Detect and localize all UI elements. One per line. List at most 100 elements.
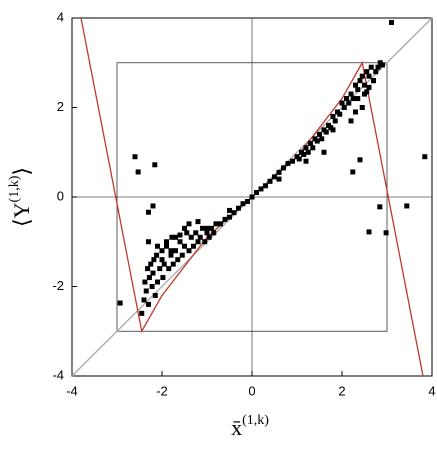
scatter-point (359, 73, 365, 79)
scatter-point (184, 230, 190, 236)
y-tick-label: 0 (57, 188, 64, 203)
scatter-point (204, 230, 210, 236)
scatter-point (337, 111, 343, 117)
x-tick-label: 2 (338, 383, 345, 398)
scatter-point (321, 149, 327, 155)
scatter-point (290, 158, 295, 164)
scatter-point (155, 279, 160, 285)
y-tick-label: 4 (57, 9, 64, 24)
scatter-point (319, 136, 325, 142)
scatter-point (254, 190, 259, 196)
scatter-point (151, 257, 157, 263)
scatter-point (348, 91, 354, 97)
scatter-point (211, 230, 217, 236)
scatter-point (206, 234, 212, 240)
scatter-point (142, 279, 148, 285)
scatter-point (310, 145, 316, 151)
scatter-point (303, 145, 309, 151)
scatter-point (364, 89, 370, 95)
scatter-point (272, 174, 277, 180)
y-label-base: ⟨Y (9, 202, 34, 227)
scatter-point (281, 165, 286, 171)
scatter-point (145, 266, 151, 272)
scatter-point (353, 82, 358, 88)
scatter-point (186, 248, 192, 254)
scatter-point (152, 292, 158, 298)
scatter-point (164, 243, 169, 249)
scatter-point (161, 261, 167, 267)
y-label-end: ⟩ (9, 167, 34, 176)
scatter-point (204, 225, 210, 231)
y-tick-label: -2 (52, 278, 64, 293)
scatter-point (159, 248, 165, 254)
scatter-point (186, 221, 192, 227)
scatter-point (193, 230, 199, 236)
scatter-point (195, 219, 201, 225)
scatter-point (366, 73, 372, 79)
scatter-point (371, 78, 376, 84)
scatter-point (164, 239, 169, 245)
scatter-point (380, 62, 385, 68)
scatter-point (355, 96, 361, 102)
scatter-point (267, 178, 273, 184)
x-tick-label: 4 (428, 383, 435, 398)
scatter-point (346, 100, 352, 106)
scatter-point (200, 225, 205, 231)
scatter-point (152, 162, 158, 168)
y-tick-label: 2 (57, 99, 64, 114)
scatter-point (173, 248, 178, 254)
scatter-point (377, 204, 383, 210)
scatter-point (348, 118, 354, 124)
scatter-point (209, 225, 214, 231)
scatter-point (357, 157, 363, 163)
scatter-point (166, 266, 172, 272)
scatter-point (177, 232, 183, 238)
x-tick-label: 0 (248, 383, 255, 398)
scatter-point (353, 109, 358, 115)
scatter-point (146, 301, 151, 307)
y-axis-label: ⟨Y(1,k)⟩ (7, 167, 34, 227)
scatter-point (143, 288, 149, 294)
scatter-point (422, 154, 428, 160)
scatter-point (227, 214, 232, 220)
scatter-point (197, 234, 203, 240)
scatter-point (182, 225, 187, 231)
scatter-point (364, 69, 370, 75)
scatter-point (285, 160, 291, 166)
scatter-point (308, 140, 313, 146)
scatter-point (339, 100, 345, 106)
scatter-point (195, 239, 201, 245)
scatter-point (317, 131, 322, 137)
scatter-point (344, 96, 349, 102)
y-tick-label: -4 (52, 367, 64, 382)
scatter-point (132, 154, 138, 160)
scatter-point (373, 69, 379, 75)
scatter-point (148, 261, 154, 267)
scatter-point (218, 221, 223, 227)
scatter-point (249, 194, 255, 200)
y-label-sup: (1,k) (7, 175, 22, 202)
scatter-point (150, 203, 156, 209)
scatter-point (341, 105, 347, 110)
scatter-point (150, 270, 156, 276)
scatter-point (332, 118, 338, 124)
scatter-point (301, 151, 307, 157)
x-label-sup: (1,k) (242, 413, 269, 428)
scatter-point (182, 243, 187, 249)
scatter-point (231, 210, 237, 216)
scatter-point (202, 239, 208, 245)
x-tick-label: -4 (66, 383, 78, 398)
scatter-point (375, 64, 381, 70)
scatter-point (155, 243, 160, 249)
scatter-point (404, 203, 410, 209)
scatter-point (305, 149, 311, 155)
reference-box (116, 62, 388, 332)
scatter-point (170, 261, 176, 267)
scatter-point (350, 96, 356, 102)
scatter-point (359, 105, 365, 110)
scatter-point (236, 205, 241, 211)
scatter-point (263, 183, 268, 189)
scatter-point (139, 310, 145, 316)
scatter-point (296, 156, 302, 162)
scatter-point (168, 248, 174, 254)
